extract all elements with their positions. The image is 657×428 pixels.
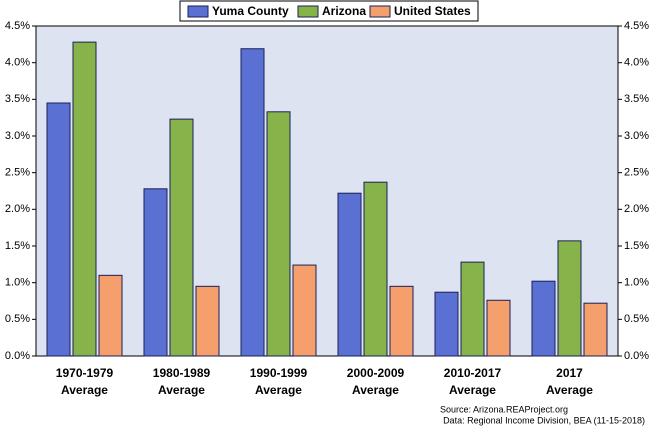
x-tick-label: Average [158, 383, 205, 397]
y-tick-label: 1.0% [5, 277, 30, 289]
y-tick-label: 0.0% [5, 350, 30, 362]
legend-label: United States [394, 4, 471, 18]
x-tick-label: Average [61, 383, 108, 397]
x-tick-label: 2017 [556, 366, 583, 380]
legend-box [179, 0, 479, 22]
bar [337, 192, 362, 357]
y-tick-label: 2.5% [5, 167, 30, 179]
legend-label: Arizona [322, 4, 366, 18]
legend-swatch [187, 5, 209, 18]
legend-swatch [297, 5, 319, 18]
bar [460, 261, 485, 357]
y2-tick-label: 2.5% [624, 167, 649, 179]
x-tick-label: Average [255, 383, 302, 397]
bar [195, 285, 220, 357]
x-tick-label: 2010-2017 [444, 366, 502, 380]
bar [583, 302, 608, 357]
bar [486, 299, 511, 357]
bar [389, 285, 414, 357]
bar [98, 274, 123, 357]
y2-tick-label: 4.0% [624, 57, 649, 69]
bar [434, 291, 459, 357]
y2-tick-label: 1.0% [624, 277, 649, 289]
y-tick-label: 1.5% [5, 240, 30, 252]
bar [531, 280, 556, 357]
x-tick-label: Average [352, 383, 399, 397]
plot-area [35, 25, 619, 357]
bar [292, 264, 317, 357]
bar [72, 41, 97, 357]
y2-tick-label: 3.0% [624, 130, 649, 142]
bar [557, 240, 582, 357]
y-tick-label: 3.0% [5, 130, 30, 142]
y2-tick-label: 0.0% [624, 350, 649, 362]
x-tick-label: 2000-2009 [347, 366, 405, 380]
y-tick-label: 3.5% [5, 93, 30, 105]
bar [143, 188, 168, 357]
y2-tick-label: 0.5% [624, 313, 649, 325]
source-note: Data: Regional Income Division, BEA (11-… [443, 415, 645, 425]
bar [240, 48, 265, 357]
bar [363, 181, 388, 357]
source-note: Source: Arizona.REAProject.org [440, 404, 568, 414]
y-tick-label: 4.0% [5, 57, 30, 69]
legend-label: Yuma County [212, 4, 289, 18]
x-tick-label: 1980-1989 [153, 366, 211, 380]
y-tick-label: 0.5% [5, 313, 30, 325]
bar [169, 118, 194, 357]
x-tick-label: Average [449, 383, 496, 397]
bar [266, 111, 291, 357]
y2-tick-label: 4.5% [624, 20, 649, 32]
x-tick-label: 1990-1999 [250, 366, 308, 380]
bar [46, 102, 71, 357]
legend-swatch [369, 5, 391, 18]
y2-tick-label: 2.0% [624, 203, 649, 215]
x-tick-label: Average [546, 383, 593, 397]
y-tick-label: 2.0% [5, 203, 30, 215]
x-tick-label: 1970-1979 [56, 366, 114, 380]
y-tick-label: 4.5% [5, 20, 30, 32]
y2-tick-label: 1.5% [624, 240, 649, 252]
y2-tick-label: 3.5% [624, 93, 649, 105]
